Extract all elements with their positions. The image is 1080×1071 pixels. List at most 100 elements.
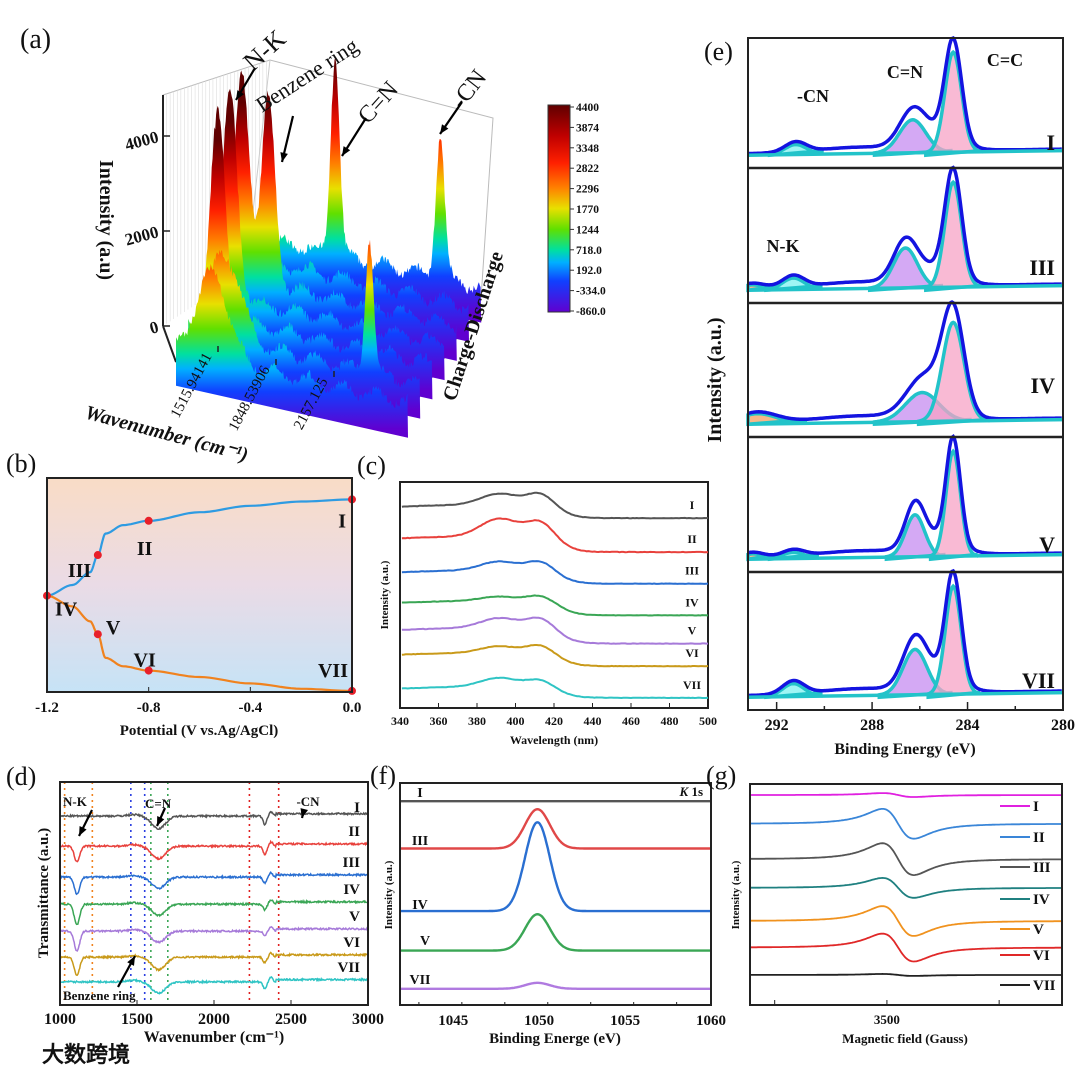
- colorbar-tick-label: -860.0: [576, 306, 606, 318]
- colorbar-tick-label: 1770: [576, 204, 599, 216]
- title-orbital: 1s: [688, 784, 703, 799]
- series-V: [401, 616, 708, 645]
- baseline: [747, 148, 1064, 157]
- series-I: [750, 792, 1062, 798]
- series-label: I: [354, 800, 360, 816]
- colorbar-tick-label: 2822: [576, 163, 599, 175]
- z-tick-label: 4000: [123, 127, 161, 154]
- arrow-benzene: [280, 115, 295, 163]
- series-V: [400, 912, 711, 952]
- x-tick-label: 460: [622, 714, 640, 728]
- y-axis-title: Intensity (a.u.): [730, 860, 742, 929]
- surface-row-7: [249, 57, 482, 323]
- series-VII: [750, 972, 1062, 977]
- x-tick-label: 3000: [352, 1011, 384, 1028]
- panel-label: (f): [370, 761, 396, 790]
- watermark: 大数跨境: [42, 1042, 130, 1067]
- baseline: [747, 417, 1064, 426]
- series-label: VI: [343, 935, 360, 951]
- xps-panel-V: [746, 434, 1064, 562]
- xps-panel-VII: [747, 568, 1064, 700]
- panel-state-label: III: [1029, 255, 1055, 280]
- colorbar-tick-label: -334.0: [576, 286, 606, 298]
- y-axis-title: Intensity (a.u.): [379, 560, 391, 629]
- series-label: IV: [412, 898, 428, 913]
- panel-label: (a): [20, 24, 51, 55]
- arrow-n-k: [78, 809, 93, 837]
- annotation-c-n: C=N: [353, 77, 404, 129]
- panel-label: (e): [704, 37, 733, 66]
- annotation-benzene-ring: Benzene ring: [63, 988, 136, 1003]
- series-label: V: [349, 909, 360, 925]
- component-C=C: [916, 320, 990, 427]
- x-tick-label: 340: [391, 714, 409, 728]
- component--CN: [764, 276, 823, 293]
- surface-row-3: [200, 105, 433, 400]
- series-charge: [46, 498, 353, 597]
- x-tick-label: 360: [430, 714, 448, 728]
- annotation-cn: -CN: [296, 794, 320, 809]
- arrow-n-k: [235, 67, 256, 101]
- x-tick-label: 1055: [610, 1013, 640, 1029]
- colorbar-tick-label: 3874: [576, 122, 599, 134]
- baseline: [747, 690, 1064, 699]
- colorbar-tick-label: 718.0: [576, 245, 602, 257]
- panel-state-label: I: [1046, 130, 1055, 155]
- component-C=C: [924, 49, 983, 158]
- series-VI: [401, 644, 709, 668]
- x-tick-label: 2500: [275, 1011, 307, 1028]
- series-IV: [401, 594, 709, 617]
- series-VI: [750, 932, 1062, 963]
- plot-frame: [747, 37, 1064, 711]
- arrow-benzene: [117, 955, 136, 988]
- legend-label: VI: [1033, 948, 1050, 964]
- arrow-head: [342, 146, 351, 156]
- legend-label: IV: [1033, 892, 1050, 908]
- series-III: [749, 842, 1062, 877]
- arrow-head: [440, 124, 449, 134]
- x-axis-title: Binding Energe (eV): [489, 1031, 621, 1047]
- series-label: III: [412, 834, 428, 849]
- state-point-VI: [144, 666, 153, 675]
- x-tick-label: 1060: [696, 1013, 726, 1029]
- plot-frame: [399, 481, 709, 709]
- arrow-cn: [439, 101, 463, 135]
- annotation-n-k: N-K: [63, 794, 88, 809]
- series-II: [750, 808, 1062, 840]
- colorbar-tick-label: 1244: [576, 224, 599, 236]
- surface-row-1: [176, 264, 408, 438]
- state-label: IV: [55, 599, 78, 621]
- xps-panel-III: [746, 165, 1064, 293]
- x-tick-label: 480: [661, 714, 679, 728]
- colorbar: [547, 104, 571, 313]
- panel-a: [162, 57, 574, 438]
- colorbar-tick-label: 3348: [576, 143, 599, 155]
- series-V: [749, 905, 1062, 937]
- series-VI: [59, 951, 369, 977]
- baseline: [747, 552, 1064, 561]
- series-label: V: [420, 934, 430, 949]
- state-label: I: [338, 510, 346, 532]
- x-tick-label: 3500: [874, 1012, 900, 1027]
- z-tick-label: 2000: [123, 222, 161, 249]
- x-tick-label: 420: [545, 714, 563, 728]
- series-label: V: [688, 624, 697, 638]
- series-label: VI: [685, 646, 699, 660]
- series-II: [59, 839, 368, 863]
- arrow-head: [236, 90, 245, 100]
- envelope-IV: [747, 300, 1062, 422]
- component--CN: [764, 681, 823, 700]
- colorbar-tick-label: 192.0: [576, 265, 602, 277]
- series-label: I: [690, 498, 695, 512]
- x-tick-label: 440: [584, 714, 602, 728]
- annotation-cn: -CN: [446, 65, 492, 114]
- panel-label: (g): [706, 761, 736, 790]
- legend-label: III: [1033, 860, 1051, 876]
- legend-label: I: [1033, 799, 1039, 815]
- state-point-II: [144, 516, 153, 525]
- x-tick-label: 284: [956, 717, 980, 734]
- state-label: V: [106, 617, 121, 639]
- annotation-c-n: C=N: [145, 796, 172, 811]
- x-axis-title: Wavenumber (cm⁻¹): [83, 402, 251, 467]
- x-tick-label: 288: [860, 717, 884, 734]
